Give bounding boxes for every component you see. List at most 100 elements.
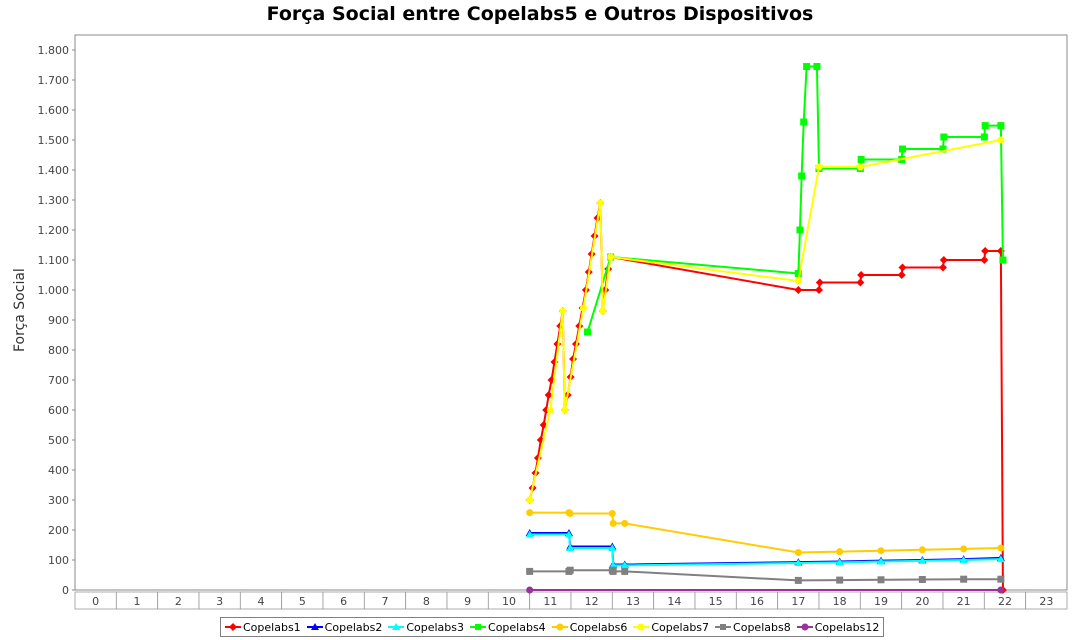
data-point: [794, 270, 802, 277]
y-tick-label: 1.300: [38, 194, 70, 207]
y-tick-label: 1.200: [38, 224, 70, 237]
data-point: [877, 557, 885, 565]
data-point: [609, 567, 617, 575]
x-tick-label: 19: [874, 595, 888, 608]
data-point: [980, 133, 988, 141]
data-point: [608, 544, 617, 551]
series-copelabs12: [526, 586, 1005, 594]
data-point: [981, 247, 990, 255]
data-point: [526, 509, 534, 517]
x-tick-label: 3: [216, 595, 223, 608]
data-point: [960, 545, 968, 553]
data-point: [836, 548, 844, 556]
x-category-cell: [1025, 591, 1068, 610]
x-tick-label: 22: [998, 595, 1012, 608]
legend-item: Copelabs12: [796, 620, 880, 634]
data-point: [856, 278, 865, 287]
series-copelabs3: [525, 530, 1005, 569]
data-point: [620, 561, 629, 569]
data-point: [546, 406, 554, 414]
data-point: [803, 63, 811, 70]
y-tick-label: 500: [48, 434, 69, 447]
legend-item: Copelabs2: [306, 620, 383, 634]
data-point: [815, 163, 823, 171]
legend: Copelabs1 Copelabs2 Copelabs3 Copelabs4 Cope…: [220, 617, 885, 637]
data-point: [939, 256, 948, 264]
series-copelabs8: [526, 566, 1005, 584]
data-point: [561, 406, 569, 414]
data-point: [794, 277, 802, 285]
data-point: [997, 575, 1005, 583]
data-point: [997, 544, 1005, 552]
x-tick-label: 17: [791, 595, 805, 608]
y-tick-label: 900: [48, 314, 69, 327]
data-point: [609, 519, 617, 527]
data-point: [608, 510, 616, 517]
data-point: [857, 156, 865, 163]
y-tick-label: 1.000: [38, 284, 70, 297]
data-point: [999, 256, 1007, 264]
y-tick-label: 1.400: [38, 164, 70, 177]
legend-label: Copelabs2: [324, 620, 383, 634]
data-point: [996, 555, 1005, 563]
x-tick-label: 2: [175, 595, 182, 608]
x-tick-label: 14: [667, 595, 681, 608]
x-tick-label: 15: [709, 595, 723, 608]
x-tick-label: 8: [423, 595, 430, 608]
data-point: [897, 271, 906, 279]
data-point: [566, 510, 574, 517]
y-tick-label: 1.500: [38, 134, 70, 147]
data-point: [579, 304, 587, 312]
legend-label: Copelabs4: [488, 620, 546, 634]
data-point: [526, 496, 534, 504]
x-tick-label: 11: [543, 595, 557, 608]
data-point: [960, 575, 968, 583]
data-point: [526, 567, 534, 575]
data-point: [566, 544, 575, 551]
data-point: [959, 556, 968, 563]
x-tick-label: 9: [464, 595, 471, 608]
legend-label: Copelabs8: [733, 620, 791, 634]
legend-item: Copelabs4: [470, 621, 546, 634]
y-axis: 0 100 200 300 400 500 600 700 800 900 1.000 1.100 1.…: [38, 44, 75, 597]
x-tick-label: 7: [382, 595, 389, 608]
series-line: [528, 139, 1002, 501]
data-point: [918, 546, 926, 554]
x-tick-label: 4: [258, 595, 265, 608]
legend-swatch: [470, 624, 487, 630]
data-point: [564, 530, 573, 538]
data-point: [940, 133, 948, 141]
data-point: [997, 122, 1005, 130]
legend-swatch: [715, 624, 732, 630]
data-point: [939, 263, 947, 272]
data-point: [621, 519, 629, 527]
y-tick-label: 700: [48, 374, 69, 387]
data-point: [836, 576, 844, 584]
legend-label: Copelabs7: [651, 620, 710, 634]
data-point: [607, 253, 615, 261]
plot-frame: [74, 34, 1068, 591]
data-point: [794, 549, 802, 556]
x-tick-label: 0: [92, 595, 99, 608]
data-point: [939, 145, 947, 153]
legend-item: Copelabs1: [225, 621, 301, 634]
legend-swatch: [633, 623, 650, 631]
data-point: [815, 286, 823, 294]
y-tick-label: 1.700: [38, 74, 70, 87]
legend-swatch: [796, 623, 813, 631]
data-point: [815, 278, 824, 287]
y-tick-label: 300: [48, 494, 69, 507]
data-point: [526, 586, 534, 594]
x-tick-label: 1: [134, 595, 141, 608]
legend-label: Copelabs1: [243, 620, 301, 634]
data-point: [980, 256, 989, 264]
data-point: [997, 586, 1005, 594]
data-point: [796, 226, 804, 234]
data-point: [898, 263, 907, 272]
data-point: [835, 558, 844, 566]
legend-label: Copelabs12: [814, 620, 880, 634]
x-tick-label: 23: [1039, 595, 1053, 608]
y-tick-label: 400: [48, 464, 69, 477]
data-point: [794, 576, 802, 584]
